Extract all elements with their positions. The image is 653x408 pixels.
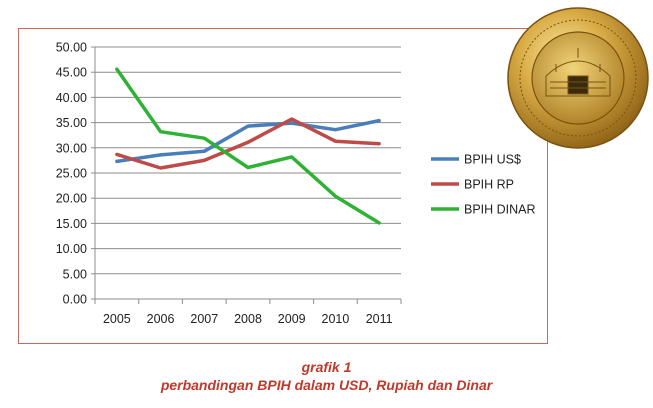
grid-layer [94, 46, 401, 300]
y-tick-label: 15.00 [56, 217, 87, 231]
legend-label: BPIH RP [464, 178, 514, 192]
x-axis-ticks: 2005 2006 2007 2008 2009 2010 2011 [94, 299, 402, 326]
legend-label: BPIH US$ [464, 153, 521, 167]
y-axis-ticks: 50.00 45.00 40.00 35.00 30.00 25.00 20.00 15.00… [56, 41, 95, 307]
series-line-3 [115, 67, 381, 225]
x-tick-label: 2011 [366, 312, 393, 326]
series-layer [115, 67, 381, 225]
y-tick-label: 5.00 [63, 267, 87, 281]
legend-label: BPIH DINAR [464, 203, 536, 217]
y-tick-label: 50.00 [56, 41, 87, 55]
chart-caption: grafik 1 perbandingan BPIH dalam USD, Ru… [0, 358, 653, 394]
x-tick-label: 2007 [190, 312, 218, 326]
y-tick-label: 10.00 [56, 242, 87, 256]
x-tick-label: 2010 [322, 312, 350, 326]
y-tick-label: 0.00 [63, 293, 87, 307]
legend: BPIH US$ BPIH RP BPIH DINAR [431, 153, 536, 217]
y-tick-label: 30.00 [56, 141, 87, 155]
y-tick-label: 45.00 [56, 66, 87, 80]
y-tick-label: 40.00 [56, 91, 87, 105]
y-tick-label: 35.00 [56, 116, 87, 130]
x-tick-label: 2006 [147, 312, 175, 326]
y-tick-label: 25.00 [56, 167, 87, 181]
gold-dinar-coin-icon [507, 7, 649, 149]
series-line-1 [115, 118, 381, 164]
y-tick-label: 20.00 [56, 192, 87, 206]
x-tick-label: 2005 [103, 312, 131, 326]
chart-frame: 50.00 45.00 40.00 35.00 30.00 25.00 20.00 15.00… [18, 28, 548, 344]
line-chart: 50.00 45.00 40.00 35.00 30.00 25.00 20.00 15.00… [56, 41, 536, 327]
x-tick-label: 2009 [278, 312, 306, 326]
caption-subtitle: perbandingan BPIH dalam USD, Rupiah dan … [160, 377, 493, 393]
series-line-2 [115, 117, 381, 170]
caption-title: grafik 1 [301, 359, 352, 375]
x-tick-label: 2008 [234, 312, 262, 326]
